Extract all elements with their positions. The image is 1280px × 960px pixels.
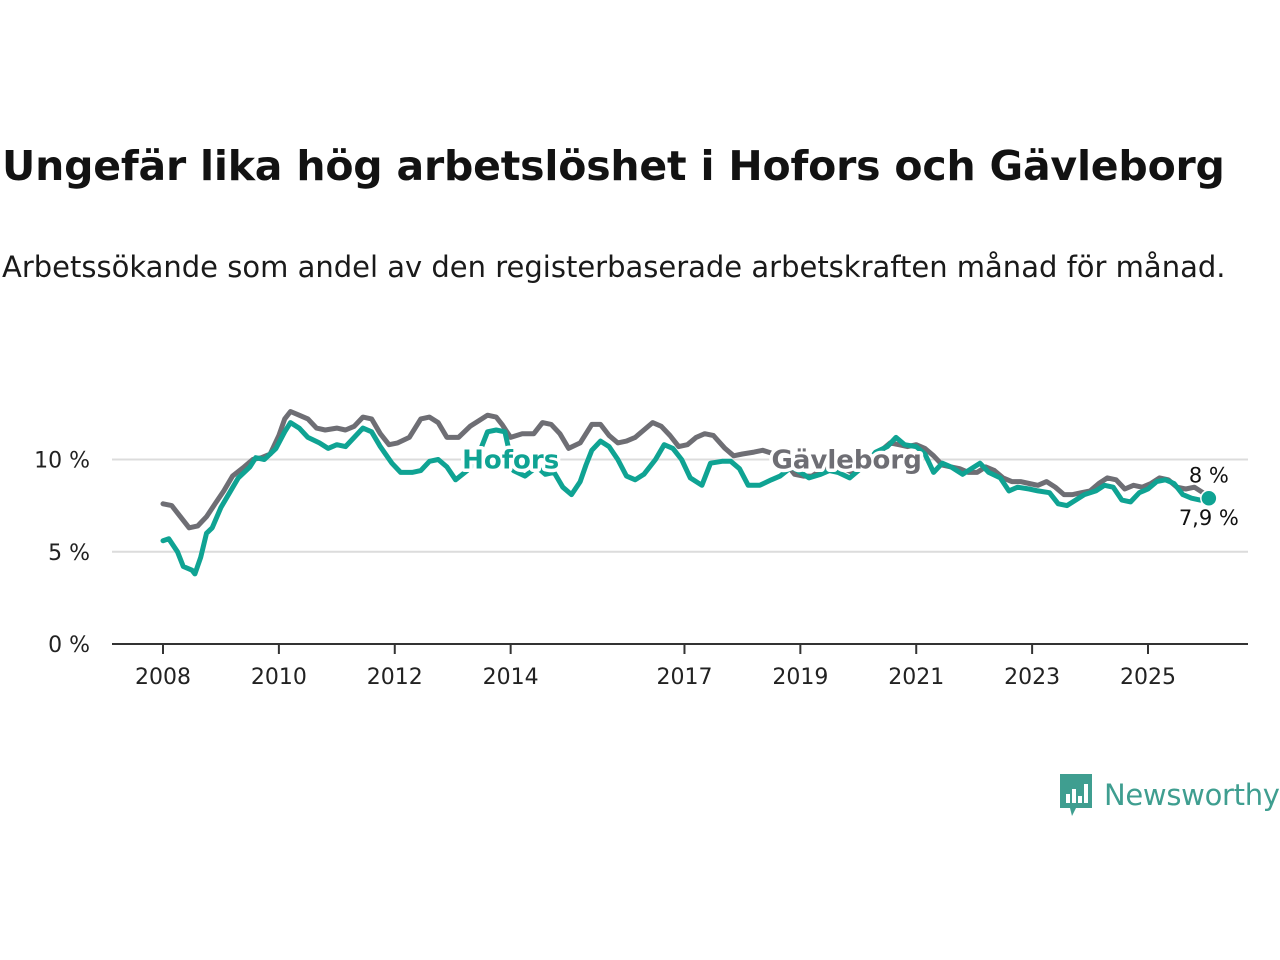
x-tick-label: 2021 [888,665,944,690]
x-tick-label: 2010 [251,665,307,690]
grid-layer [112,458,1248,553]
x-tick-label: 2023 [1004,665,1060,690]
hofors-end-value-label: 7,9 % [1179,506,1239,530]
x-tick-label: 2008 [135,665,191,690]
series-label-halo: Gävleborg [772,446,922,476]
y-tick-label: 10 % [34,449,90,474]
x-tick-label: 2017 [656,665,712,690]
series-label-hofors: Hofors [462,446,559,476]
hofors-end-marker [1200,489,1218,507]
series-layer [160,409,1218,577]
x-tick-label: 2025 [1120,665,1176,690]
gavleborg-end-value-label: 8 % [1189,463,1229,487]
series-line-hofors [160,420,1212,577]
series-label-gavleborg: Gävleborg [772,446,922,476]
chart-title: Ungefär lika hög arbetslöshet i Hofors o… [2,142,1225,190]
x-tick-label: 2014 [483,665,539,690]
brand-name: Newsworthy [1104,778,1280,812]
y-tick-label: 0 % [48,633,90,658]
x-tick-label: 2012 [367,665,423,690]
newsworthy-logo: Newsworthy [1058,772,1280,818]
newsworthy-logo-icon [1060,774,1092,816]
series-label-halo: Hofors [462,446,559,476]
chart-subtitle: Arbetssökande som andel av den registerb… [2,250,1226,284]
y-tick-label: 5 % [48,541,90,566]
x-tick-label: 2019 [772,665,828,690]
axis-layer: 0 % 5 % 10 % 2008 2010 2012 2014 2017 2019 2021 20… [34,449,1248,690]
series-line-gavleborg [160,409,1212,531]
